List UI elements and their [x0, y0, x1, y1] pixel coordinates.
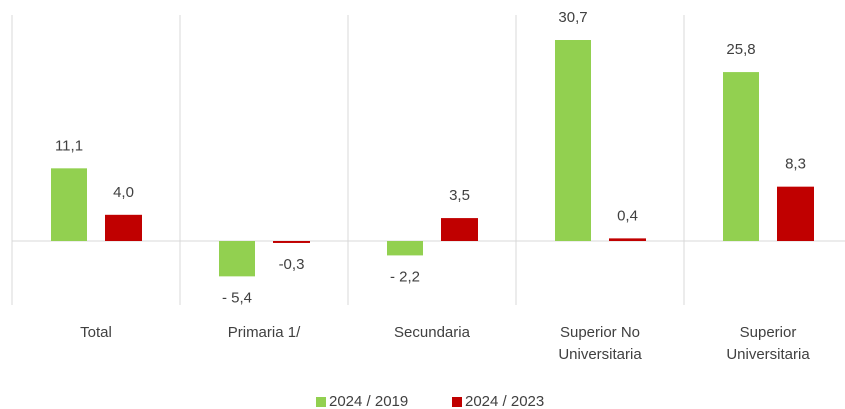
value-label: 8,3 [785, 156, 806, 173]
value-label: 3,5 [449, 187, 470, 204]
x-tick-label-line: Superior No [560, 324, 640, 341]
x-tick-label: Total [80, 324, 112, 341]
bar [777, 186, 814, 241]
x-tick-label: Primaria 1/ [228, 324, 301, 341]
x-tick-label: Superior Universitaria [726, 324, 810, 363]
x-tick-label-line: Superior [740, 324, 797, 341]
legend-swatch [316, 397, 326, 407]
x-tick-label: Secundaria [394, 324, 471, 341]
value-label: - 5,4 [222, 289, 252, 306]
bar [723, 72, 759, 241]
bar [219, 241, 255, 277]
bar [387, 241, 423, 256]
bar [441, 218, 478, 241]
value-label: 0,4 [617, 207, 638, 224]
legend-label: 2024 / 2023 [465, 393, 544, 409]
value-label: - 2,2 [390, 268, 420, 285]
bar [273, 241, 310, 243]
bar [609, 238, 646, 241]
x-tick-label-line: Universitaria [558, 346, 642, 363]
value-label: -0,3 [279, 256, 305, 273]
legend-label: 2024 / 2019 [329, 393, 408, 409]
value-label: 25,8 [726, 41, 755, 58]
value-label: 11,1 [55, 137, 83, 154]
value-label: 4,0 [113, 184, 134, 201]
x-tick-label-line: Universitaria [726, 346, 810, 363]
value-label: 30,7 [558, 9, 587, 26]
legend-swatch [452, 397, 462, 407]
bar [555, 40, 591, 241]
bar [105, 214, 142, 241]
bar [51, 168, 87, 241]
x-tick-label: Superior No Universitaria [558, 324, 642, 363]
